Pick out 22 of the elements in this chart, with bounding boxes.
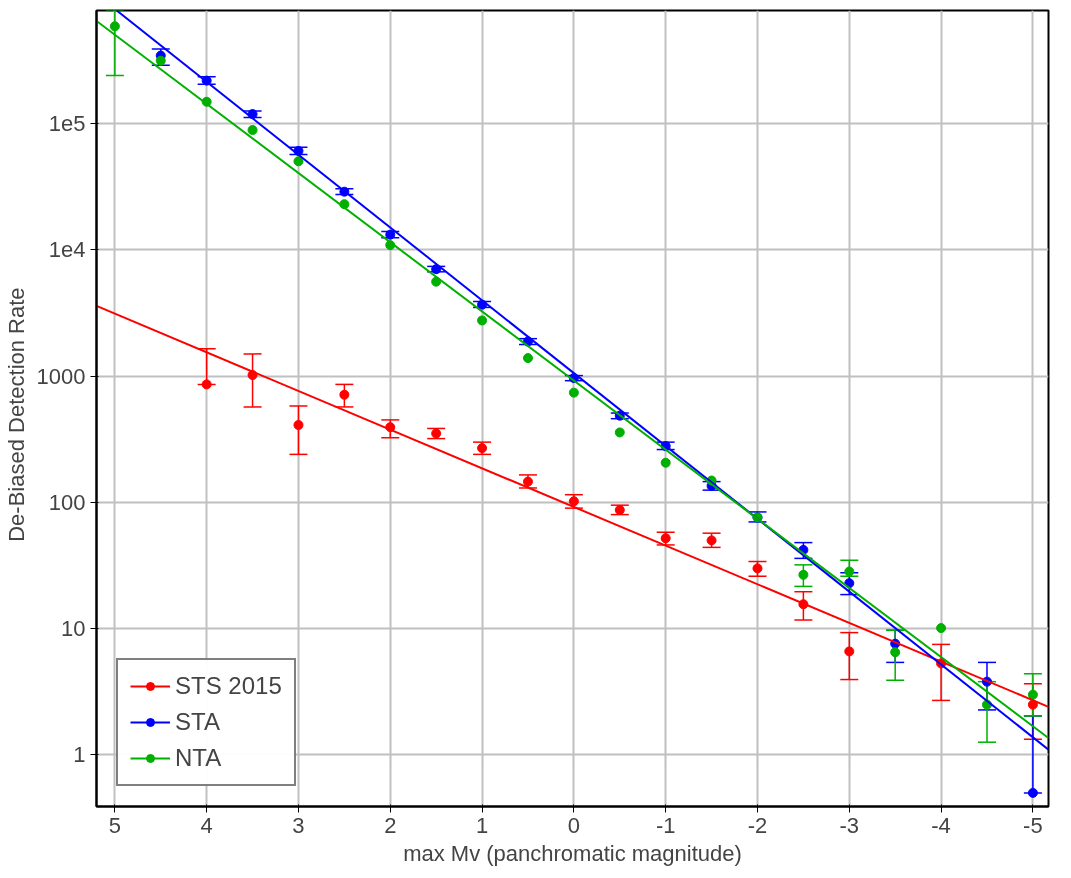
y-tick-label: 1e5 (48, 111, 86, 137)
x-tick-label: 5 (108, 812, 121, 838)
legend-label: STA (175, 708, 220, 736)
x-tick-label: 1 (475, 812, 489, 838)
x-tick-label: 3 (292, 812, 305, 838)
x-tick-label: 2 (384, 812, 397, 838)
x-tick-label: 4 (200, 812, 213, 838)
x-tick-label: -3 (839, 812, 860, 838)
x-tick-label: 0 (567, 812, 581, 838)
y-tick-label: 1 (73, 742, 86, 768)
y-tick-label: 1e4 (48, 237, 86, 263)
y-tick-label: 1000 (36, 363, 86, 389)
x-axis-title: max Mv (panchromatic magnitude) (403, 840, 742, 866)
legend-label: STS 2015 (175, 672, 282, 700)
legend-label: NTA (175, 744, 222, 772)
y-tick-label: 100 (48, 489, 86, 515)
x-tick-label: -2 (747, 812, 768, 838)
x-tick-label: -4 (931, 812, 951, 838)
y-tick-label: 10 (61, 616, 86, 642)
x-tick-label: -1 (655, 812, 676, 838)
y-axis-title: De-Biased Detection Rate (3, 287, 29, 542)
x-tick-label: -5 (1023, 812, 1043, 838)
